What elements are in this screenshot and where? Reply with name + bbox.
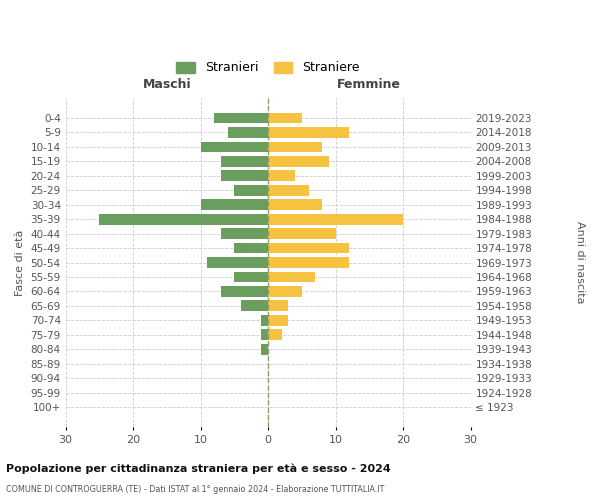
Bar	[268, 127, 349, 138]
Bar	[235, 242, 268, 254]
Bar	[268, 214, 403, 224]
Bar	[221, 170, 268, 181]
Bar	[221, 286, 268, 297]
Bar	[235, 185, 268, 196]
Bar	[268, 242, 349, 254]
Bar	[221, 156, 268, 167]
Bar	[208, 257, 268, 268]
Y-axis label: Anni di nascita: Anni di nascita	[575, 222, 585, 304]
Bar	[200, 142, 268, 152]
Y-axis label: Fasce di età: Fasce di età	[15, 230, 25, 296]
Bar	[262, 330, 268, 340]
Bar	[268, 156, 329, 167]
Text: COMUNE DI CONTROGUERRA (TE) - Dati ISTAT al 1° gennaio 2024 - Elaborazione TUTTI: COMUNE DI CONTROGUERRA (TE) - Dati ISTAT…	[6, 486, 385, 494]
Bar	[235, 272, 268, 282]
Bar	[268, 200, 322, 210]
Text: Popolazione per cittadinanza straniera per età e sesso - 2024: Popolazione per cittadinanza straniera p…	[6, 464, 391, 474]
Bar	[268, 170, 295, 181]
Bar	[241, 300, 268, 312]
Bar	[268, 300, 289, 312]
Legend: Stranieri, Straniere: Stranieri, Straniere	[173, 58, 364, 78]
Bar	[268, 272, 316, 282]
Bar	[268, 228, 335, 239]
Bar	[214, 112, 268, 124]
Bar	[262, 344, 268, 354]
Bar	[268, 286, 302, 297]
Bar	[262, 315, 268, 326]
Bar	[268, 315, 289, 326]
Bar	[268, 257, 349, 268]
Bar	[268, 142, 322, 152]
Bar	[268, 112, 302, 124]
Bar	[268, 330, 281, 340]
Text: Femmine: Femmine	[337, 78, 401, 91]
Bar	[100, 214, 268, 224]
Text: Maschi: Maschi	[143, 78, 191, 91]
Bar	[200, 200, 268, 210]
Bar	[268, 185, 308, 196]
Bar	[227, 127, 268, 138]
Bar	[221, 228, 268, 239]
